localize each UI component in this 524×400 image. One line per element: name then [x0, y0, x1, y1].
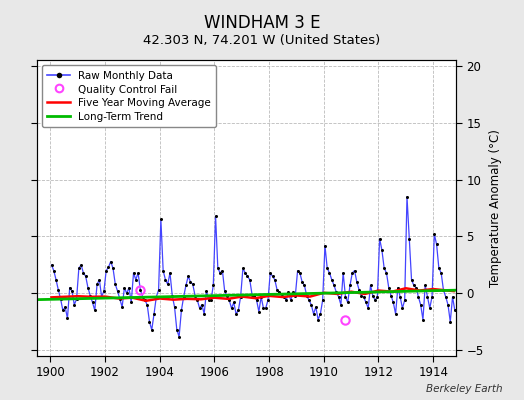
Text: WINDHAM 3 E: WINDHAM 3 E	[204, 14, 320, 32]
Text: 42.303 N, 74.201 W (United States): 42.303 N, 74.201 W (United States)	[144, 34, 380, 47]
Y-axis label: Temperature Anomaly (°C): Temperature Anomaly (°C)	[489, 129, 502, 287]
Text: Berkeley Earth: Berkeley Earth	[427, 384, 503, 394]
Legend: Raw Monthly Data, Quality Control Fail, Five Year Moving Average, Long-Term Tren: Raw Monthly Data, Quality Control Fail, …	[42, 65, 216, 128]
